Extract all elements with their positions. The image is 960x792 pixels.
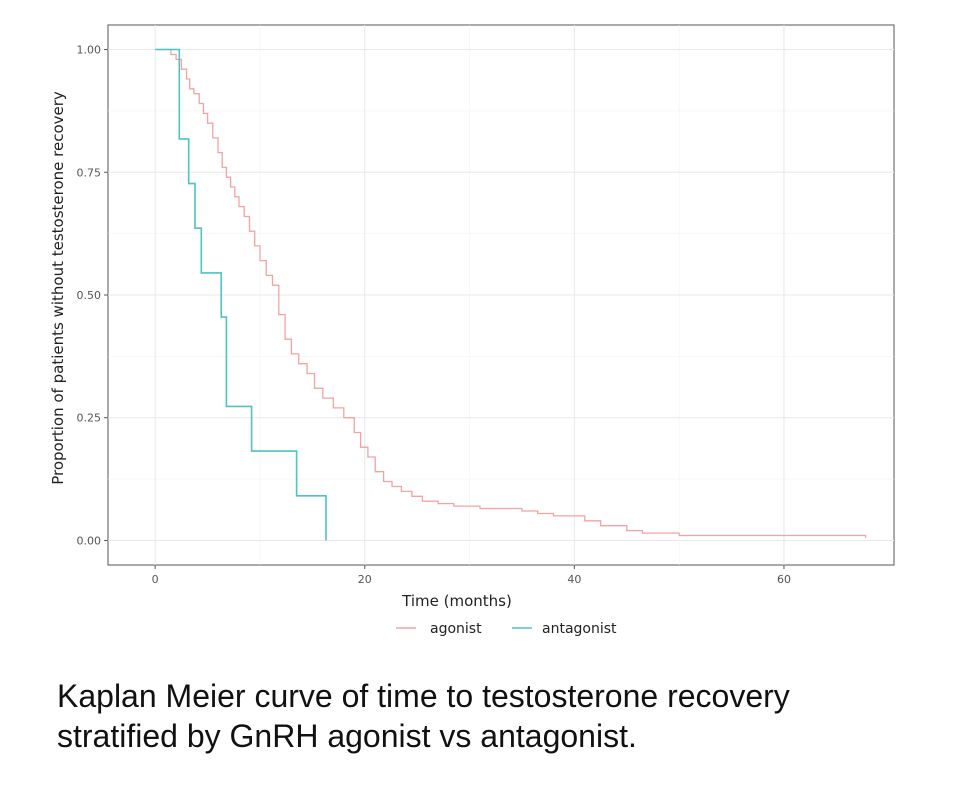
y-tick-label: 0.25 [77,412,102,425]
figure-caption: Kaplan Meier curve of time to testostero… [57,676,937,756]
legend-label-antagonist: antagonist [542,621,617,637]
caption-line-1: Kaplan Meier curve of time to testostero… [57,678,790,714]
series-layer [155,48,867,541]
y-tick-label: 1.00 [77,44,102,57]
km-chart: 0 20 40 60 0.00 0.25 0.50 0.75 1.00 Time (months… [49,24,895,637]
axis-ticks: 0 20 40 60 0.00 0.25 0.50 0.75 1.00 [77,44,791,586]
x-tick-label: 40 [567,573,581,586]
x-tick-label: 0 [152,573,159,586]
legend: agonist antagonist [396,621,617,637]
series-line-agonist [155,48,867,538]
y-axis-title: Proportion of patients without testoster… [49,91,67,485]
x-tick-label: 20 [358,573,372,586]
grid-lines [108,25,894,565]
y-tick-label: 0.75 [77,166,102,179]
y-tick-label: 0.50 [77,289,102,302]
y-tick-label: 0.00 [77,534,102,547]
caption-line-2: stratified by GnRH agonist vs antagonist… [57,718,637,754]
x-axis-title: Time (months) [401,592,512,610]
series-line-antagonist [155,48,327,541]
x-tick-label: 60 [777,573,791,586]
legend-label-agonist: agonist [430,621,482,637]
